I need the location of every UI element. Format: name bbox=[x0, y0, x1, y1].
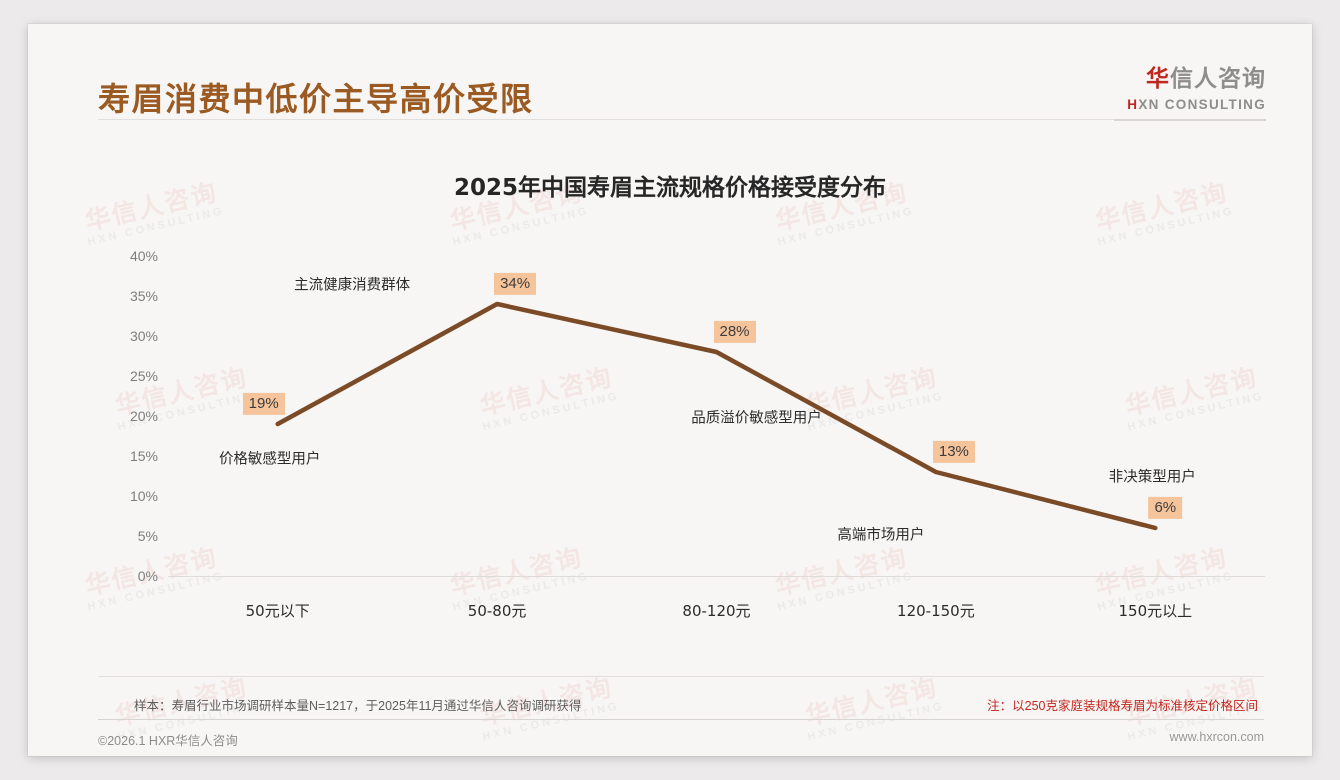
chart-title: 2025年中国寿眉主流规格价格接受度分布 bbox=[453, 175, 886, 201]
footnote-band: 样本：寿眉行业市场调研样本量N=1217，于2025年11月通过华信人咨询调研获… bbox=[98, 676, 1264, 720]
brand-logo: 华信人咨询 HXN CONSULTING bbox=[1114, 68, 1266, 121]
x-axis-line bbox=[168, 576, 1265, 577]
y-axis-tick-label: 0% bbox=[137, 568, 158, 584]
logo-english-text: HXN CONSULTING bbox=[1114, 98, 1266, 112]
y-axis-tick-label: 15% bbox=[129, 448, 158, 464]
point-annotation: 价格敏感型用户 bbox=[218, 451, 321, 468]
x-axis-tick-label: 150元以上 bbox=[1118, 602, 1193, 620]
data-point-label: 28% bbox=[713, 320, 756, 344]
y-axis-tick-label: 35% bbox=[129, 288, 158, 304]
watermark-english: HXN CONSULTING bbox=[1096, 205, 1236, 249]
logo-cn-rest: 信人咨询 bbox=[1170, 66, 1266, 92]
point-annotation: 主流健康消费群体 bbox=[294, 277, 411, 294]
website-url[interactable]: www.hxrcon.com bbox=[1169, 730, 1264, 744]
logo-en-rest: XN CONSULTING bbox=[1138, 97, 1266, 112]
sample-note: 样本：寿眉行业市场调研样本量N=1217，于2025年11月通过华信人咨询调研获… bbox=[134, 699, 582, 713]
y-axis-tick-label: 20% bbox=[129, 408, 158, 424]
chart-series-line bbox=[275, 301, 1158, 531]
y-axis-tick-label: 5% bbox=[137, 528, 158, 544]
point-annotation: 高端市场用户 bbox=[837, 527, 925, 544]
line-chart: 40% 35% 30% 25% 20% 15% 10% 5% 0% 19% 34% 28% 13% 6%… bbox=[90, 248, 1265, 646]
logo-en-first-char: H bbox=[1127, 97, 1139, 112]
x-axis-tick-label: 50-80元 bbox=[467, 602, 527, 620]
header-divider bbox=[98, 119, 1264, 120]
y-axis-tick-label: 10% bbox=[129, 488, 158, 504]
logo-cn-first-char: 华 bbox=[1146, 66, 1170, 92]
logo-underline bbox=[1114, 118, 1266, 121]
watermark-english: HXN CONSULTING bbox=[86, 205, 226, 249]
point-annotation: 非决策型用户 bbox=[1108, 469, 1196, 486]
remark-note: 注：以250克家庭装规格寿眉为标准核定价格区间 bbox=[987, 699, 1258, 713]
x-axis-tick-label: 50元以下 bbox=[245, 602, 310, 620]
y-axis-tick-label: 30% bbox=[129, 328, 158, 344]
logo-chinese-text: 华信人咨询 bbox=[1114, 68, 1266, 91]
point-annotation: 品质溢价敏感型用户 bbox=[691, 410, 822, 427]
data-point-label: 6% bbox=[1148, 496, 1183, 520]
slide-header: 寿眉消费中低价主导高价受限 华信人咨询 HXN CONSULTING bbox=[28, 24, 1312, 121]
page-title: 寿眉消费中低价主导高价受限 bbox=[98, 80, 534, 118]
y-axis-tick-label: 40% bbox=[129, 248, 158, 264]
y-axis-tick-label: 25% bbox=[129, 368, 158, 384]
y-axis: 40% 35% 30% 25% 20% 15% 10% 5% 0% bbox=[90, 248, 158, 584]
data-point-label: 13% bbox=[932, 440, 975, 464]
series-polyline bbox=[275, 301, 1158, 531]
x-axis-tick-label: 80-120元 bbox=[682, 602, 751, 620]
watermark-english: HXN CONSULTING bbox=[776, 205, 916, 249]
watermark-english: HXN CONSULTING bbox=[451, 205, 591, 249]
x-axis-tick-label: 120-150元 bbox=[897, 602, 975, 620]
data-point-label: 34% bbox=[494, 272, 537, 296]
data-point-label: 19% bbox=[242, 392, 285, 416]
slide-canvas: 华信人咨询 HXN CONSULTING 华信人咨询 HXN CONSULTING 华信… bbox=[28, 24, 1312, 756]
slide-footer: ©2026.1 HXR华信人咨询 www.hxrcon.com bbox=[28, 724, 1312, 756]
copyright-text: ©2026.1 HXR华信人咨询 bbox=[98, 734, 238, 748]
